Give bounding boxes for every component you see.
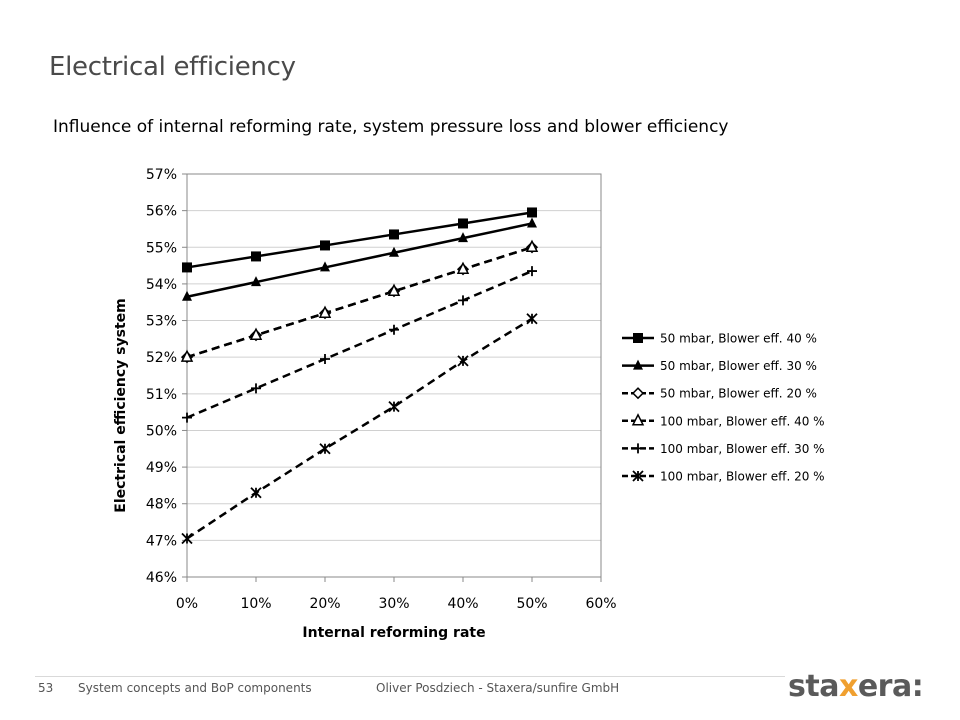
marker-plus bbox=[320, 354, 330, 365]
marker-star bbox=[457, 355, 469, 367]
marker-square bbox=[251, 251, 261, 262]
y-tick-label: 50% bbox=[146, 423, 177, 439]
marker-star bbox=[319, 443, 331, 455]
marker-star bbox=[250, 487, 262, 499]
marker-star bbox=[526, 313, 538, 325]
x-tick-label: 10% bbox=[240, 596, 271, 612]
series-line bbox=[186, 317, 533, 540]
marker-square bbox=[389, 229, 399, 240]
marker-plus bbox=[251, 383, 261, 394]
marker-open-triangle bbox=[318, 305, 332, 318]
y-tick-label: 56% bbox=[146, 204, 177, 220]
y-tick-label: 52% bbox=[146, 350, 177, 366]
logo-accent: x bbox=[838, 669, 858, 704]
y-tick-label: 46% bbox=[146, 570, 177, 586]
legend-entry-2: 50 mbar, Blower eff. 30 % bbox=[622, 359, 817, 373]
footer-author: Oliver Posdziech - Staxera/sunfire GmbH bbox=[376, 681, 620, 695]
marker-plus bbox=[633, 443, 643, 454]
series-5 bbox=[182, 266, 537, 423]
series-line bbox=[186, 222, 533, 298]
x-tick-label: 30% bbox=[378, 596, 409, 612]
marker-plus bbox=[389, 324, 399, 335]
marker-triangle bbox=[633, 359, 643, 370]
series-line bbox=[186, 211, 533, 269]
x-tick-label: 50% bbox=[516, 596, 547, 612]
marker-square bbox=[320, 240, 330, 251]
y-tick-label: 53% bbox=[146, 314, 177, 330]
series-1 bbox=[182, 207, 537, 273]
legend-entry-1: 50 mbar, Blower eff. 40 % bbox=[622, 332, 817, 346]
legend-label: 50 mbar, Blower eff. 20 % bbox=[660, 387, 817, 401]
marker-triangle bbox=[251, 276, 261, 287]
x-tick-label: 40% bbox=[447, 596, 478, 612]
marker-open-triangle bbox=[525, 239, 539, 253]
marker-square bbox=[527, 207, 537, 218]
staxera-logo: staxera: bbox=[788, 669, 924, 704]
slide-title: Electrical efficiency bbox=[49, 52, 296, 82]
x-axis-label: Internal reforming rate bbox=[302, 625, 485, 641]
legend-entry-6: 100 mbar, Blower eff. 20 % bbox=[622, 470, 825, 484]
series-line bbox=[186, 246, 533, 359]
legend-entry-3: 50 mbar, Blower eff. 20 % bbox=[622, 387, 817, 401]
marker-square bbox=[182, 262, 192, 273]
series-4 bbox=[180, 239, 539, 362]
logo-suffix: era: bbox=[857, 669, 924, 704]
footer-topic: System concepts and BoP components bbox=[78, 681, 312, 695]
marker-triangle bbox=[320, 261, 330, 272]
marker-star bbox=[181, 532, 193, 545]
y-tick-label: 48% bbox=[146, 497, 177, 513]
x-tick-label: 0% bbox=[176, 596, 198, 612]
legend-label: 100 mbar, Blower eff. 20 % bbox=[660, 470, 825, 484]
y-tick-label: 47% bbox=[146, 533, 177, 549]
legend-label: 50 mbar, Blower eff. 40 % bbox=[660, 332, 817, 346]
marker-open-triangle bbox=[387, 283, 401, 296]
legend-label: 50 mbar, Blower eff. 30 % bbox=[660, 359, 817, 373]
marker-open-triangle bbox=[631, 413, 645, 426]
legend-label: 100 mbar, Blower eff. 40 % bbox=[660, 414, 825, 428]
series-2 bbox=[182, 217, 537, 301]
marker-open-triangle bbox=[180, 349, 194, 362]
plot-frame bbox=[186, 173, 602, 578]
y-tick-label: 49% bbox=[146, 460, 177, 476]
marker-open-triangle bbox=[456, 261, 470, 275]
marker-triangle bbox=[458, 232, 468, 243]
y-tick-label: 54% bbox=[146, 277, 177, 293]
legend-label: 100 mbar, Blower eff. 30 % bbox=[660, 442, 825, 456]
y-tick-label: 55% bbox=[146, 240, 177, 256]
marker-triangle bbox=[527, 217, 537, 228]
x-tick-label: 60% bbox=[585, 596, 616, 612]
slide-subtitle: Influence of internal reforming rate, sy… bbox=[53, 117, 729, 137]
marker-triangle bbox=[182, 290, 192, 301]
marker-triangle bbox=[389, 246, 399, 257]
legend-entry-4: 100 mbar, Blower eff. 40 % bbox=[622, 413, 825, 428]
marker-open-triangle bbox=[249, 327, 263, 340]
marker-open-diamond bbox=[631, 387, 645, 400]
marker-plus bbox=[182, 412, 192, 423]
y-axis-label: Electrical efficiency system bbox=[113, 298, 129, 513]
y-tick-label: 51% bbox=[146, 387, 177, 403]
series-6 bbox=[181, 313, 538, 545]
logo-prefix: sta bbox=[788, 669, 839, 704]
marker-square bbox=[633, 333, 643, 343]
x-tick-label: 20% bbox=[309, 596, 340, 612]
legend-entry-5: 100 mbar, Blower eff. 30 % bbox=[622, 442, 825, 456]
marker-star bbox=[632, 470, 644, 482]
y-tick-label: 57% bbox=[146, 167, 177, 183]
series-line bbox=[186, 269, 533, 419]
marker-square bbox=[458, 218, 468, 229]
marker-plus bbox=[527, 266, 537, 277]
marker-star bbox=[388, 401, 400, 413]
footer-divider bbox=[35, 676, 785, 677]
footer-page-number: 53 bbox=[38, 681, 54, 695]
marker-plus bbox=[458, 295, 468, 306]
